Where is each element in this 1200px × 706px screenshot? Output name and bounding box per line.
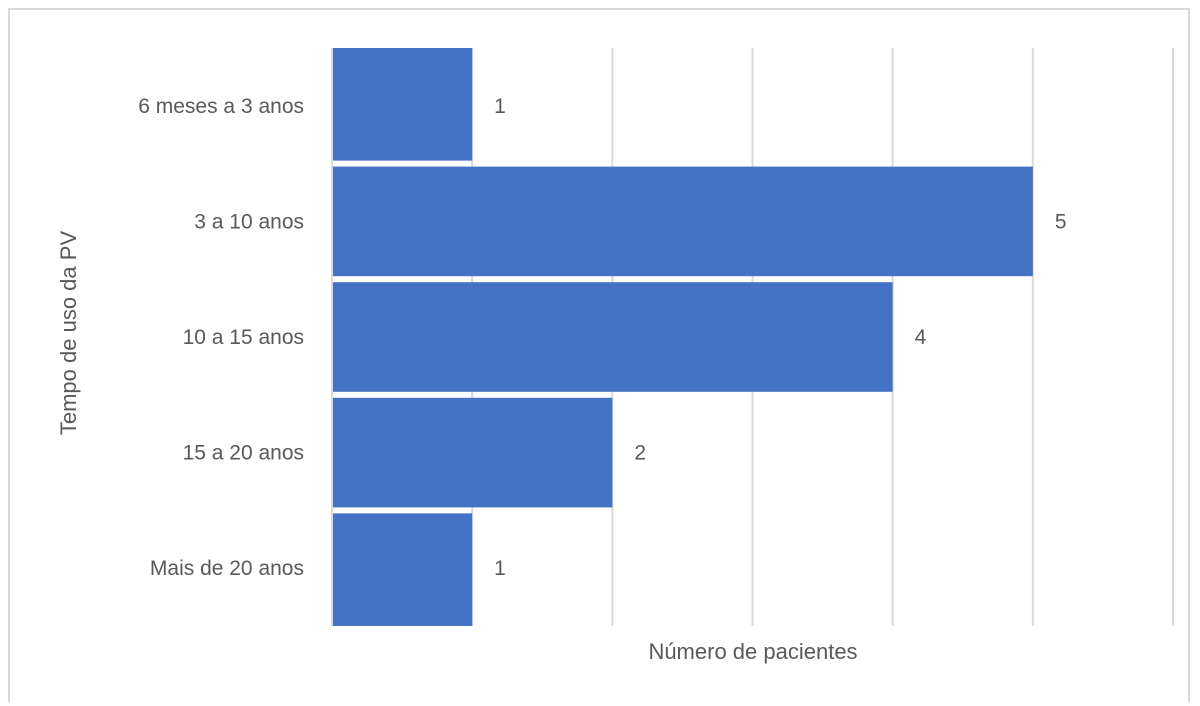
bar (333, 397, 613, 508)
labels: 6 meses a 3 anos 1 3 a 10 anos 5 10 a 15 ano… (138, 95, 1066, 580)
bar (333, 513, 473, 626)
bar (333, 282, 893, 392)
data-label: 1 (494, 557, 506, 580)
bars (333, 48, 1033, 626)
data-label: 4 (915, 326, 927, 349)
x-axis-title: Número de pacientes (648, 639, 857, 664)
category-label: 3 a 10 anos (194, 210, 304, 233)
data-label: 5 (1055, 210, 1067, 233)
bar (333, 166, 1033, 277)
category-label: 6 meses a 3 anos (138, 95, 304, 118)
bar (333, 48, 473, 161)
data-label: 1 (494, 95, 506, 118)
category-label: Mais de 20 anos (150, 557, 304, 580)
y-axis-title: Tempo de uso da PV (56, 231, 81, 436)
data-label: 2 (634, 442, 646, 465)
category-label: 10 a 15 anos (183, 326, 304, 349)
category-label: 15 a 20 anos (183, 442, 304, 465)
